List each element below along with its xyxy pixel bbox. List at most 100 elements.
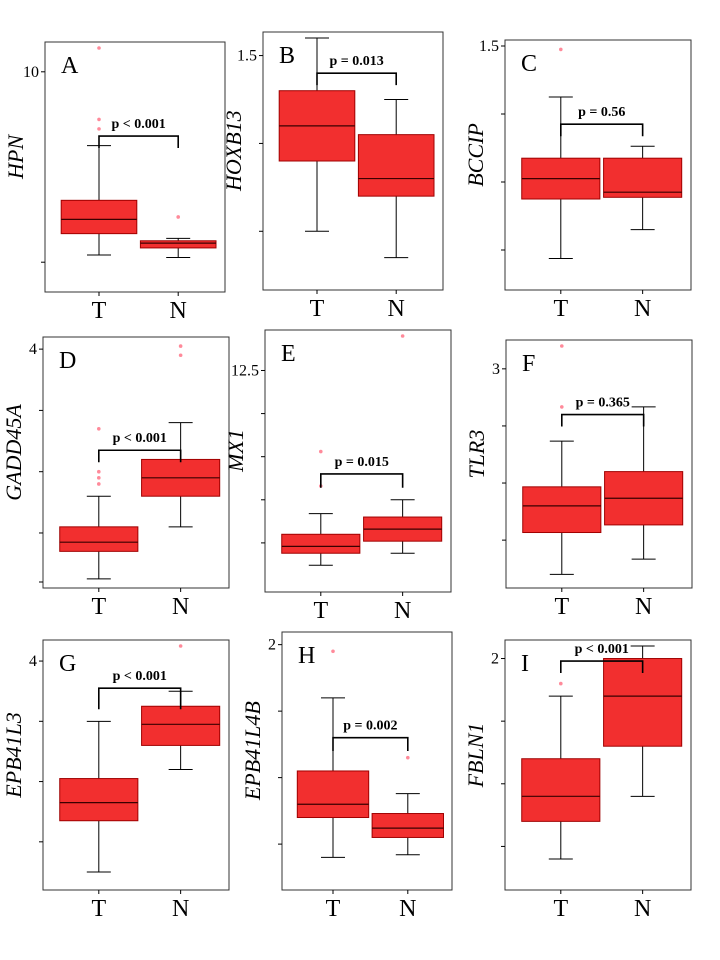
panel-letter: D <box>59 348 76 374</box>
outlier-point <box>97 426 101 431</box>
panel-letter: I <box>521 651 529 677</box>
box-n <box>141 644 221 771</box>
panel-letter: F <box>522 351 535 377</box>
x-tick-label: N <box>399 896 416 922</box>
panel-letter: H <box>298 643 315 669</box>
box-t <box>521 47 601 259</box>
outlier-point <box>97 482 101 486</box>
y-tick-label: 12.5 <box>231 362 259 379</box>
outlier-point <box>560 344 564 348</box>
x-tick-label: T <box>554 594 569 620</box>
iqr-box <box>141 705 221 746</box>
x-tick-label: N <box>170 298 187 324</box>
x-tick-label: N <box>172 896 189 922</box>
panel-letter: C <box>521 51 537 77</box>
plot-frame <box>281 631 453 891</box>
outlier-point <box>97 127 101 131</box>
box-n <box>604 406 684 560</box>
x-tick-label: T <box>310 296 325 322</box>
panel-letter: E <box>281 341 296 367</box>
significance-bracket <box>320 473 404 488</box>
plot-frame <box>44 41 226 293</box>
panel-letter: A <box>61 53 79 79</box>
panel-letter: G <box>59 651 76 677</box>
iqr-box <box>281 533 361 554</box>
outlier-point <box>331 649 335 654</box>
outlier-point <box>97 46 101 50</box>
box-t <box>59 426 139 580</box>
significance-bracket <box>98 449 182 463</box>
significance-bracket <box>561 413 645 427</box>
plot-frame <box>262 31 444 291</box>
panel-e: 12.5 MX1 E T Np = 0.015 <box>223 329 452 624</box>
panel-a: 10 HPN A T Np < 0.001 <box>3 41 226 324</box>
y-axis-label: BCCIP <box>463 123 488 187</box>
iqr-box <box>371 813 445 838</box>
x-tick-label: T <box>553 896 568 922</box>
outlier-point <box>97 117 101 122</box>
significance-bracket <box>560 660 644 674</box>
y-tick-label: 10 <box>23 64 39 81</box>
y-axis-label: EPB41L3 <box>1 712 26 799</box>
y-tick-label: 3 <box>492 361 500 378</box>
box-t <box>60 46 138 256</box>
iqr-box <box>603 157 683 198</box>
y-tick-label: 4 <box>29 653 37 670</box>
iqr-box <box>603 658 683 747</box>
x-tick-label: T <box>91 594 106 620</box>
iqr-box <box>139 240 217 249</box>
outlier-point <box>178 353 183 358</box>
panel-h: 2 EPB41L4B H T Np = 0.002 <box>240 631 453 922</box>
x-tick-label: N <box>388 296 405 322</box>
plot-frame <box>42 336 230 589</box>
panel-c: 1.5 BCCIP C T Np = 0.56 <box>463 38 692 322</box>
significance-bracket <box>316 72 397 86</box>
iqr-box <box>296 770 370 819</box>
significance-bracket <box>98 687 182 710</box>
y-tick-label: 1.5 <box>237 48 257 65</box>
y-axis-label: EPB41L4B <box>240 701 265 801</box>
x-tick-label: T <box>553 296 568 322</box>
x-tick-label: N <box>172 594 189 620</box>
box-t <box>281 449 361 566</box>
outlier-point <box>559 47 563 52</box>
outlier-point <box>560 405 564 409</box>
outlier-point <box>406 755 410 760</box>
iqr-box <box>522 486 602 534</box>
y-tick-label: 2 <box>491 651 499 668</box>
x-tick-label: N <box>635 594 652 620</box>
significance-bracket <box>560 123 644 137</box>
x-tick-label: T <box>92 298 107 324</box>
panel-i: 2 FBLN1 I T Np < 0.001 <box>463 639 692 922</box>
outlier-point <box>400 334 405 338</box>
significance-bracket <box>98 135 179 149</box>
x-tick-label: T <box>91 896 106 922</box>
y-axis-label: TLR3 <box>464 430 489 479</box>
p-value-label: p < 0.001 <box>111 117 165 132</box>
outlier-point <box>178 344 183 348</box>
outlier-point <box>559 681 563 686</box>
outlier-point <box>97 476 101 480</box>
outlier-point <box>178 644 183 648</box>
box-n <box>363 334 443 554</box>
box-t <box>59 720 139 873</box>
y-axis-label: GADD45A <box>1 404 26 501</box>
plot-frame <box>505 339 693 589</box>
panel-f: 3 TLR3 F T Np = 0.365 <box>464 339 693 620</box>
y-tick-label: 4 <box>29 341 37 358</box>
iqr-box <box>59 778 139 822</box>
x-tick-label: T <box>313 598 328 624</box>
outlier-point <box>97 469 101 474</box>
iqr-box <box>357 134 435 197</box>
y-axis-label: HPN <box>3 134 28 180</box>
box-t <box>522 344 602 575</box>
panel-g: 4 EPB41L3 G T Np < 0.001 <box>1 639 230 922</box>
p-value-label: p = 0.013 <box>329 54 383 69</box>
p-value-label: p = 0.365 <box>576 396 630 411</box>
significance-bracket <box>332 736 409 752</box>
plot-frame <box>42 639 230 891</box>
plot-frame <box>264 329 452 593</box>
p-value-label: p = 0.56 <box>578 105 625 120</box>
box-n <box>371 755 445 856</box>
